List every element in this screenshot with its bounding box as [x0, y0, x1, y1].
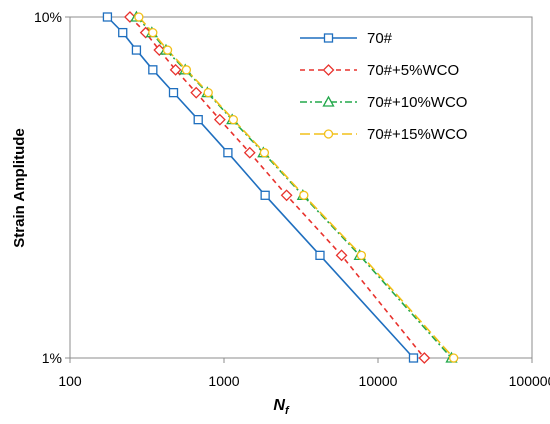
- data-point-series-4: [134, 12, 144, 22]
- data-point-series-4: [181, 65, 192, 75]
- data-point-series-4: [203, 88, 213, 98]
- data-point-series-4: [299, 190, 309, 200]
- x-axis-label: Nf: [273, 397, 290, 417]
- plot-area: [69, 16, 533, 359]
- x-tick-label: 100000: [509, 373, 550, 389]
- data-point-series-1: [118, 27, 128, 38]
- data-point-series-1: [223, 148, 233, 158]
- plot-frame: [69, 16, 533, 359]
- data-point-series-1: [168, 88, 179, 98]
- data-point-series-1: [260, 190, 270, 200]
- y-axis-label: Strain Amplitude: [11, 128, 28, 247]
- series-markers: [102, 10, 459, 364]
- data-point-series-2: [169, 63, 182, 76]
- legend-label-3: 70#+10%WCO: [367, 94, 467, 111]
- series-line-2: [129, 16, 425, 359]
- data-point-series-1: [102, 12, 113, 22]
- data-point-series-4: [356, 250, 367, 260]
- data-point-series-2: [243, 146, 256, 159]
- x-axis-label-subscript: f: [285, 405, 290, 417]
- data-point-series-1: [408, 353, 419, 363]
- axis-ticks: 100 1000 10000 100000 1% 10%: [34, 9, 550, 389]
- data-point-series-4: [148, 27, 158, 38]
- data-point-series-2: [418, 352, 431, 364]
- data-point-series-2: [213, 113, 226, 126]
- legend-marker-4: [323, 129, 334, 139]
- legend: 70# 70#+5%WCO 70#+10%WCO 70#+15%WCO: [300, 30, 467, 143]
- data-point-series-4: [228, 115, 238, 125]
- data-point-series-1: [148, 65, 158, 75]
- legend-marker-1: [323, 33, 334, 43]
- data-point-series-4: [449, 353, 459, 363]
- x-tick-label: 1000: [208, 373, 239, 389]
- data-point-series-2: [335, 249, 348, 262]
- data-point-series-2: [280, 189, 293, 202]
- data-point-series-1: [315, 250, 325, 260]
- y-tick-label: 10%: [34, 9, 62, 25]
- series-lines: [106, 16, 455, 359]
- data-point-series-4: [259, 148, 270, 158]
- y-tick-label: 1%: [42, 350, 62, 366]
- legend-label-4: 70#+15%WCO: [367, 126, 467, 143]
- data-point-series-1: [193, 115, 203, 125]
- series-line-1: [106, 16, 415, 359]
- x-tick-label: 10000: [359, 373, 398, 389]
- legend-marker-2: [322, 64, 335, 76]
- data-point-series-2: [190, 86, 203, 99]
- data-point-series-4: [162, 45, 173, 55]
- legend-marker-3: [322, 95, 335, 107]
- legend-label-2: 70#+5%WCO: [367, 62, 459, 79]
- data-point-series-1: [131, 45, 142, 55]
- x-axis-label-main: N: [273, 397, 285, 414]
- series-line-4: [138, 16, 455, 359]
- x-tick-label: 100: [58, 373, 82, 389]
- legend-label-1: 70#: [367, 30, 393, 47]
